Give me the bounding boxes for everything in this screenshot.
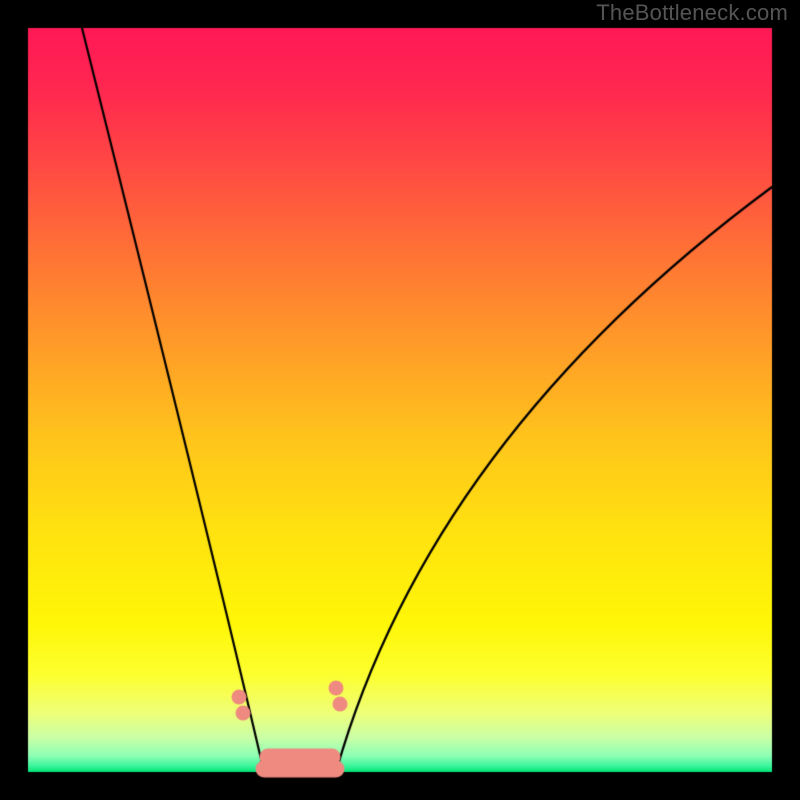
chart-stage: TheBottleneck.com bbox=[0, 0, 800, 800]
bottleneck-gradient-chart bbox=[0, 0, 800, 800]
watermark-label: TheBottleneck.com bbox=[596, 0, 788, 26]
